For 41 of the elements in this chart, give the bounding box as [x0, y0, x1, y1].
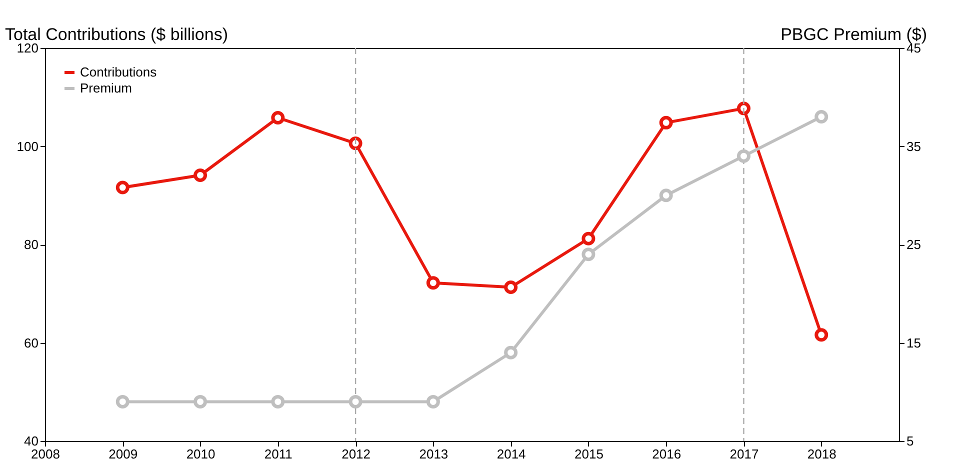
x-tick-label: 2014 — [496, 446, 526, 462]
y2-tick-label: 15 — [906, 335, 921, 350]
point — [116, 394, 130, 408]
x-tick-label: 2016 — [652, 446, 682, 462]
point — [814, 328, 828, 342]
x-tick-label: 2012 — [342, 446, 371, 462]
point — [659, 116, 673, 130]
y2-tick-label: 5 — [906, 434, 914, 448]
point — [736, 149, 750, 163]
x-tick-label: 2008 — [31, 446, 60, 462]
y2-axis-title: PBGC Premium ($) — [780, 25, 927, 44]
point — [116, 180, 130, 194]
point — [348, 136, 362, 150]
point — [426, 276, 440, 290]
point — [659, 188, 673, 202]
point — [348, 394, 362, 408]
point — [504, 346, 518, 360]
y-tick-label: 60 — [24, 335, 38, 350]
x-tick-label: 2018 — [807, 446, 836, 462]
point — [814, 110, 828, 124]
point — [426, 394, 440, 408]
legend-label: Premium — [80, 80, 132, 96]
y-tick-label: 100 — [16, 138, 38, 154]
y2-tick-label: 35 — [906, 138, 921, 154]
point — [582, 248, 596, 262]
point — [271, 394, 285, 408]
legend-label: Contributions — [80, 64, 158, 80]
x-tick-label: 2009 — [108, 446, 138, 462]
point — [271, 111, 285, 124]
point — [194, 168, 208, 182]
point — [194, 394, 208, 408]
x-tick-label: 2013 — [419, 446, 448, 462]
point — [582, 232, 596, 246]
point — [504, 280, 518, 294]
x-tick-label: 2017 — [730, 446, 759, 462]
x-tick-label: 2011 — [264, 446, 292, 462]
x-tick-label: 2015 — [574, 446, 604, 462]
x-tick-label: 2010 — [186, 446, 216, 462]
y-tick-label: 80 — [24, 237, 38, 252]
y2-tick-label: 25 — [906, 237, 921, 252]
y-tick-label: 40 — [24, 434, 38, 448]
